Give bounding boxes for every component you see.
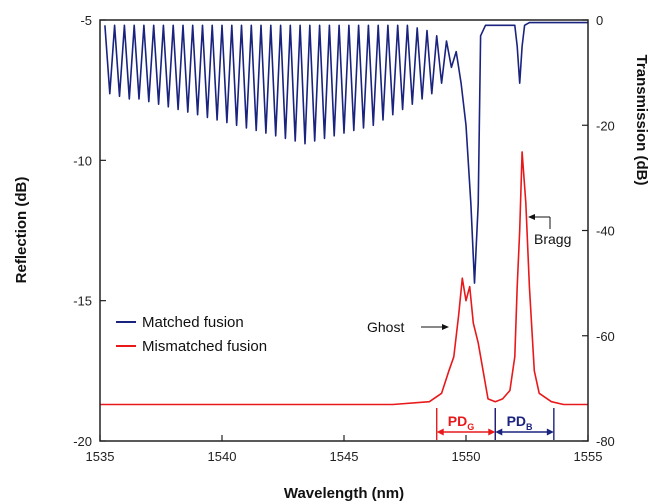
annotation-bragg: Bragg [528,214,571,247]
y2-tick-label: -80 [596,434,615,449]
annotation-bragg-label: Bragg [534,231,571,247]
x-tick-label: 1540 [208,449,237,464]
y2-tick-label: -60 [596,329,615,344]
x-tick-label: 1550 [452,449,481,464]
y2-tick-label: 0 [596,13,603,28]
y-tick-label: -20 [73,434,92,449]
legend: Matched fusion Mismatched fusion [116,314,267,355]
legend-label-mismatched: Mismatched fusion [142,338,267,355]
annotation-ghost-label: Ghost [367,319,404,335]
annotation-ghost-arrowhead [442,324,449,330]
range-arrowhead [436,428,444,436]
ticks-layer: 1535 1540 1545 1550 1555 -20 -15 -10 -5 -80 -60 -40… [73,13,615,464]
y2-tick-label: -40 [596,224,615,239]
annotation-ghost: Ghost [367,319,449,335]
series-layer [100,21,588,406]
x-tick-label: 1545 [330,449,359,464]
y2-axis-title: Transmission (dB) [633,55,650,186]
series-line-1 [100,151,588,406]
legend-label-matched: Matched fusion [142,314,244,331]
range-arrowhead [546,428,554,436]
y-axis-title: Reflection (dB) [13,177,30,284]
x-tick-label: 1555 [574,449,603,464]
range-arrowhead [495,428,503,436]
y-tick-label: -15 [73,294,92,309]
range-pd-b: PDB [494,408,555,440]
y2-tick-label: -20 [596,118,615,133]
annotation-bragg-arrowhead [528,214,535,220]
x-axis-title: Wavelength (nm) [284,485,404,502]
y-tick-label: -10 [73,153,92,168]
x-tick-label: 1535 [86,449,115,464]
range-arrowhead [488,428,496,436]
series-line-0 [104,21,588,284]
y-tick-label: -5 [80,13,92,28]
